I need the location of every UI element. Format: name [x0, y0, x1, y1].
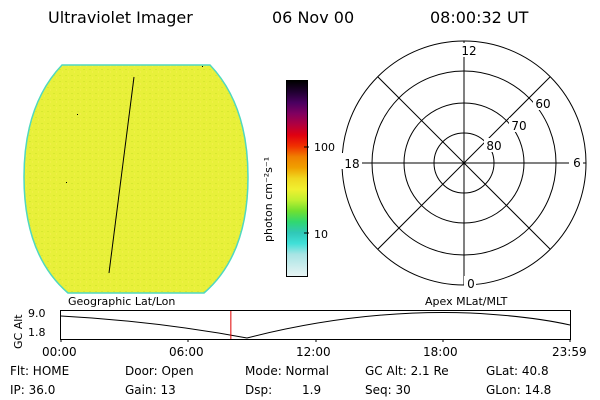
timeline-ylabel: GC Alt [12, 314, 25, 349]
colorbar [286, 80, 308, 277]
mlt-18: 18 [344, 157, 359, 171]
xtick-1200: 12:00 [296, 345, 331, 359]
ytick-1-8: 1.8 [28, 326, 46, 339]
time: 08:00:32 UT [430, 8, 529, 27]
xtick-0600: 06:00 [169, 345, 204, 359]
info-flt: Flt: HOME [10, 364, 70, 378]
info-glon: GLon: 14.8 [486, 383, 552, 397]
info-dsp-label: Dsp: [245, 383, 273, 397]
mlt-6: 6 [573, 156, 581, 170]
colorbar-label: photon cm⁻²s⁻¹ [262, 156, 275, 242]
xtick-1800: 18:00 [423, 345, 458, 359]
xtick-0000: 00:00 [42, 345, 77, 359]
info-gain: Gain: 13 [125, 383, 176, 397]
lat-80: 80 [486, 139, 501, 153]
date: 06 Nov 00 [272, 8, 355, 27]
altitude-curve [60, 312, 571, 339]
altitude-timeline [60, 310, 571, 342]
mlt-12: 12 [461, 44, 476, 58]
info-ip: IP: 36.0 [10, 383, 56, 397]
uv-image-disk [23, 64, 249, 294]
timeline-left-title: Geographic Lat/Lon [68, 295, 176, 308]
info-seq: Seq: 30 [365, 383, 411, 397]
info-dsp-value: 1.9 [302, 383, 322, 397]
info-glat: GLat: 40.8 [486, 364, 549, 378]
earth-disk [23, 64, 249, 294]
orbit-track-line [108, 76, 135, 274]
colorbar-tick-marks [304, 146, 309, 234]
xtick-2359: 23:59 [552, 345, 587, 359]
polar-plot: 12 0 18 6 80 70 60 [340, 40, 587, 291]
colorbar-tick-100: 100 [314, 141, 335, 154]
lat-70: 70 [511, 119, 526, 133]
info-door: Door: Open [125, 364, 194, 378]
info-gc-alt: GC Alt: 2.1 Re [365, 364, 449, 378]
timeline-right-title: Apex MLat/MLT [425, 295, 508, 308]
title: Ultraviolet Imager [48, 8, 193, 27]
lat-60: 60 [535, 97, 550, 111]
ytick-9: 9.0 [28, 307, 46, 320]
timeline-frame [60, 310, 571, 340]
info-mode: Mode: Normal [245, 364, 329, 378]
colorbar-tick-10: 10 [314, 228, 328, 241]
mlt-0: 0 [467, 277, 475, 291]
